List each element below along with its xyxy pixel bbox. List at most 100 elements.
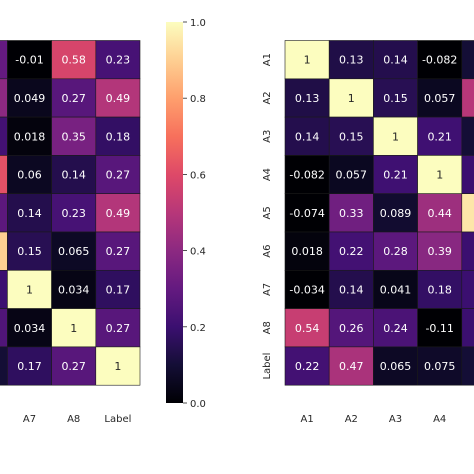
right-heatmap-cell-label: 0.13: [295, 92, 320, 105]
right-heatmap-cell-label: 0.24: [383, 322, 408, 335]
left-heatmap-cell: [51, 116, 97, 156]
colorbar-tick-label: 1.0: [190, 18, 206, 29]
left-heatmap-cell-label: 0.27: [61, 92, 86, 105]
right-heatmap-cell: [461, 78, 474, 118]
left-heatmap-cell-label: 0.049: [14, 92, 46, 105]
right-heatmap-cell: [461, 231, 474, 271]
right-heatmap-cell-label: 0.14: [383, 54, 408, 67]
right-heatmap-cell-label: 1: [392, 130, 399, 143]
left-heatmap-cell-label: 0.27: [106, 322, 131, 335]
right-heatmap-cell: [284, 78, 330, 118]
left-heatmap-cell: [7, 346, 52, 386]
left-heatmap-cell-label: 0.065: [58, 245, 90, 258]
right-heatmap-cell-label: 1: [348, 92, 355, 105]
right-heatmap-cell: [461, 269, 474, 309]
left-heatmap-cell: [0, 308, 8, 348]
right-heatmap-y-tick: A2: [262, 91, 273, 104]
left-heatmap-cell-label: 0.49: [106, 92, 131, 105]
left-heatmap-cell: [0, 78, 8, 118]
right-heatmap-cell: [284, 269, 330, 309]
right-heatmap-cell: [461, 346, 474, 386]
right-heatmap-cell-label: 0.075: [424, 360, 456, 373]
right-heatmap-cell-label: 0.065: [380, 360, 412, 373]
left-heatmap-cell-label: 0.15: [17, 245, 42, 258]
right-heatmap-cell-label: 0.018: [291, 245, 323, 258]
right-heatmap-cell-label: 0.44: [427, 207, 452, 220]
left-heatmap-cell: [0, 116, 8, 156]
left-heatmap-cell: [7, 155, 52, 194]
right-heatmap-cell-label: 0.14: [339, 283, 364, 296]
right-heatmap-cell: [284, 346, 330, 386]
left-heatmap-cell: [51, 40, 97, 80]
right-heatmap-cell: [417, 346, 463, 386]
right-heatmap-cell-label: 0.33: [339, 207, 364, 220]
left-heatmap-cell: [95, 308, 141, 348]
left-heatmap-cell: [51, 269, 97, 309]
right-heatmap-cell-label: 0.22: [295, 360, 320, 373]
left-heatmap-cell: [95, 269, 141, 309]
right-heatmap-cell-label: 0.057: [424, 92, 456, 105]
right-heatmap-y-tick: A1: [262, 53, 273, 66]
right-heatmap-cell-label: 0.28: [383, 245, 408, 258]
left-heatmap-cell-label: 0.27: [106, 169, 131, 182]
right-heatmap: 1 0.13 0.14 -0.082 0.13 1 0.15 0.057 0.14 0.15 1 0.…: [262, 40, 474, 425]
right-heatmap-cell-label: 0.041: [380, 283, 412, 296]
right-heatmap-cell: [461, 155, 474, 194]
right-heatmap-y-tick: A3: [262, 130, 273, 143]
left-heatmap-cell-label: 0.06: [17, 169, 42, 182]
right-heatmap-cell: [328, 231, 374, 271]
right-heatmap-cell-label: -0.082: [289, 169, 324, 182]
right-heatmap-y-tick: A4: [262, 168, 273, 181]
right-heatmap-y-tick: Label: [262, 353, 273, 380]
left-heatmap-cell: [51, 308, 97, 348]
colorbar-tick-label: 0.2: [190, 323, 206, 334]
left-heatmap-cell: [7, 269, 52, 309]
right-heatmap-cell: [284, 116, 330, 156]
right-heatmap-cell-label: 0.26: [339, 322, 364, 335]
right-heatmap-cell: [373, 155, 418, 194]
left-heatmap-cell: [7, 40, 52, 80]
right-heatmap-x-tick: A3: [389, 414, 402, 425]
colorbar-tick-label: 0.0: [190, 399, 206, 410]
right-heatmap-cell-label: 0.057: [336, 169, 368, 182]
left-heatmap-cell: [7, 231, 52, 271]
left-heatmap-cell-label: 0.034: [58, 283, 90, 296]
right-heatmap-cell: [373, 346, 418, 386]
right-heatmap-cell-label: 1: [304, 54, 311, 67]
right-heatmap-cell-label: 0.21: [383, 169, 408, 182]
right-heatmap-cell-label: 0.15: [339, 130, 364, 143]
right-heatmap-cell: [417, 78, 463, 118]
right-heatmap-cell: [461, 193, 474, 233]
colorbar-gradient: [166, 22, 183, 403]
right-heatmap-cell: [328, 308, 374, 348]
left-heatmap-cell-label: 0.23: [106, 54, 131, 67]
right-heatmap-cell: [328, 155, 374, 194]
right-heatmap-y-tick: A5: [262, 206, 273, 219]
left-heatmap-cell-label: 0.14: [61, 169, 86, 182]
left-heatmap-cell: [0, 155, 8, 194]
right-heatmap-cell: [328, 116, 374, 156]
right-heatmap-cell: [373, 40, 418, 80]
right-heatmap-cell: [461, 116, 474, 156]
left-heatmap-cell: [51, 193, 97, 233]
left-heatmap-cell: [95, 231, 141, 271]
colorbar: 0.0 0.2 0.4 0.6 0.8 1.0: [166, 18, 206, 410]
right-heatmap-cell: [373, 308, 418, 348]
right-heatmap-cell: [461, 40, 474, 80]
right-heatmap-cell-label: -0.074: [289, 207, 324, 220]
right-heatmap-x-tick: A2: [345, 414, 358, 425]
right-heatmap-cell-label: -0.082: [422, 54, 457, 67]
right-heatmap-cell-label: 0.54: [295, 322, 320, 335]
left-heatmap-x-tick: A7: [23, 414, 36, 425]
left-heatmap-cell: [95, 40, 141, 80]
right-heatmap-cell: [328, 269, 374, 309]
left-heatmap-cell: [0, 40, 8, 80]
right-heatmap-cell: [417, 269, 463, 309]
right-heatmap-y-tick: A7: [262, 283, 273, 296]
left-heatmap-cell: [0, 231, 8, 271]
left-heatmap-x-tick: A8: [67, 414, 80, 425]
right-heatmap-cell: [373, 78, 418, 118]
left-heatmap-cell-label: 1: [114, 360, 121, 373]
right-heatmap-cell-label: 0.21: [427, 130, 452, 143]
